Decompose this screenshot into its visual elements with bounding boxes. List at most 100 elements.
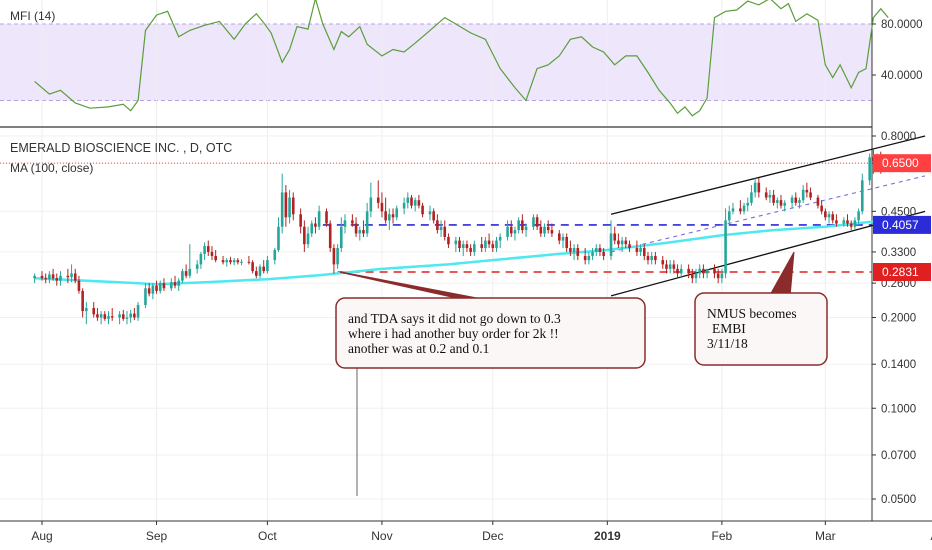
candle-body-105: [487, 240, 491, 245]
candle-body-67: [325, 211, 328, 224]
candle-body-175: [790, 197, 794, 203]
symbol-title: EMERALD BIOSCIENCE INC. , D, OTC: [10, 141, 232, 155]
channel-mid-line: [610, 175, 926, 253]
candle-body-151: [687, 268, 690, 274]
candle-body-144: [654, 255, 657, 261]
nmus-callout: NMUS becomes EMBI 3/11/18: [694, 251, 828, 366]
candle-body-161: [727, 211, 731, 221]
tda-callout-box: [335, 297, 646, 369]
candle-body-193: [868, 157, 871, 181]
candle-body-125: [572, 248, 576, 252]
candle-body-52: [258, 266, 262, 276]
candle-body-112: [517, 220, 520, 231]
candle-body-173: [779, 200, 783, 206]
candle-body-160: [724, 220, 727, 274]
candle-body-33: [177, 280, 181, 286]
candle-body-13: [92, 308, 96, 315]
time-tick-label-5: 2019: [594, 529, 621, 543]
candle-body-56: [277, 226, 280, 250]
candle-body-143: [650, 255, 653, 261]
candle-body-154: [698, 268, 702, 274]
candle-body-14: [96, 314, 99, 318]
nmus-callout-box: [694, 292, 828, 366]
candles: [33, 149, 883, 325]
time-tick-label-8: Apr: [931, 529, 932, 543]
candle-body-57: [280, 192, 284, 227]
candle-body-9: [73, 273, 77, 281]
candle-body-145: [661, 260, 665, 265]
candle-body-58: [284, 192, 288, 218]
candle-body-183: [824, 211, 827, 218]
candle-body-184: [827, 214, 831, 218]
time-tick-label-7: Mar: [815, 529, 836, 543]
mfi-tick-label-1: 40.0000: [881, 70, 923, 82]
candle-body-102: [473, 244, 476, 252]
candle-body-111: [513, 230, 517, 234]
candle-body-174: [783, 202, 786, 206]
last-price-tag-box: [873, 154, 931, 173]
candle-body-5: [55, 278, 59, 281]
candle-body-166: [750, 192, 753, 203]
candle-body-150: [679, 268, 683, 274]
candle-body-51: [255, 271, 258, 276]
candle-body-30: [162, 283, 166, 289]
candle-body-186: [835, 220, 838, 224]
candle-body-34: [181, 271, 184, 281]
candle-body-99: [461, 244, 465, 249]
candle-body-167: [753, 182, 757, 193]
candle-body-77: [365, 211, 369, 234]
nmus-callout-line-1: NMUS becomes: [707, 306, 797, 321]
time-tick-label-3: Nov: [371, 529, 392, 543]
time-tick-label-1: Sep: [146, 529, 168, 543]
candle-body-19: [118, 314, 121, 318]
candle-body-40: [206, 246, 210, 252]
price-tick-label-0: 0.8000: [881, 131, 916, 143]
candle-body-180: [809, 192, 812, 198]
candle-body-60: [291, 197, 295, 215]
candle-body-70: [336, 248, 339, 265]
price-tick-label-8: 0.0700: [881, 450, 916, 462]
mfi-axis-ticks: 80.0000 40.0000: [872, 19, 923, 82]
candle-body-78: [369, 197, 373, 212]
level-tag-1-box: [873, 263, 931, 282]
candle-body-6: [59, 275, 62, 281]
trendlines: [610, 135, 926, 297]
candle-body-110: [509, 226, 513, 234]
candle-body-22: [129, 313, 132, 318]
candle-body-55: [273, 249, 277, 261]
candle-body-4: [51, 274, 55, 279]
level-tag-1-label: 0.2831: [882, 265, 919, 279]
candle-body-26: [147, 288, 151, 294]
candle-body-48: [240, 261, 243, 263]
candle-body-103: [480, 244, 484, 249]
candle-body-92: [432, 211, 435, 221]
candle-body-72: [343, 220, 347, 227]
candle-body-129: [591, 251, 594, 256]
candle-body-12: [85, 308, 88, 312]
candle-body-107: [495, 240, 498, 249]
candle-body-53: [262, 266, 265, 272]
candle-body-74: [354, 223, 358, 234]
candle-body-128: [587, 255, 591, 261]
candle-body-106: [491, 244, 495, 249]
candle-body-187: [842, 220, 846, 224]
candle-body-117: [539, 226, 543, 234]
tda-callout-line-1: and TDA says it did not go down to 0.3: [348, 311, 561, 326]
time-axis-ticks: Aug Sep Oct Nov Dec 2019 Feb Mar Apr: [31, 521, 932, 543]
candle-body-24: [136, 305, 140, 318]
candle-body-82: [388, 214, 391, 221]
candle-body-140: [639, 248, 642, 252]
candle-body-29: [158, 283, 162, 291]
candle-body-75: [358, 230, 362, 234]
candle-body-0: [33, 275, 36, 279]
candle-body-79: [376, 197, 380, 203]
price-tick-label-2: 0.4500: [881, 206, 916, 218]
candle-body-20: [121, 314, 125, 319]
candle-body-164: [742, 205, 746, 212]
candle-body-97: [454, 240, 458, 245]
candle-body-95: [443, 226, 447, 237]
nmus-callout-line-3: 3/11/18: [707, 336, 748, 351]
candle-body-113: [521, 220, 524, 231]
candle-body-162: [731, 208, 735, 212]
